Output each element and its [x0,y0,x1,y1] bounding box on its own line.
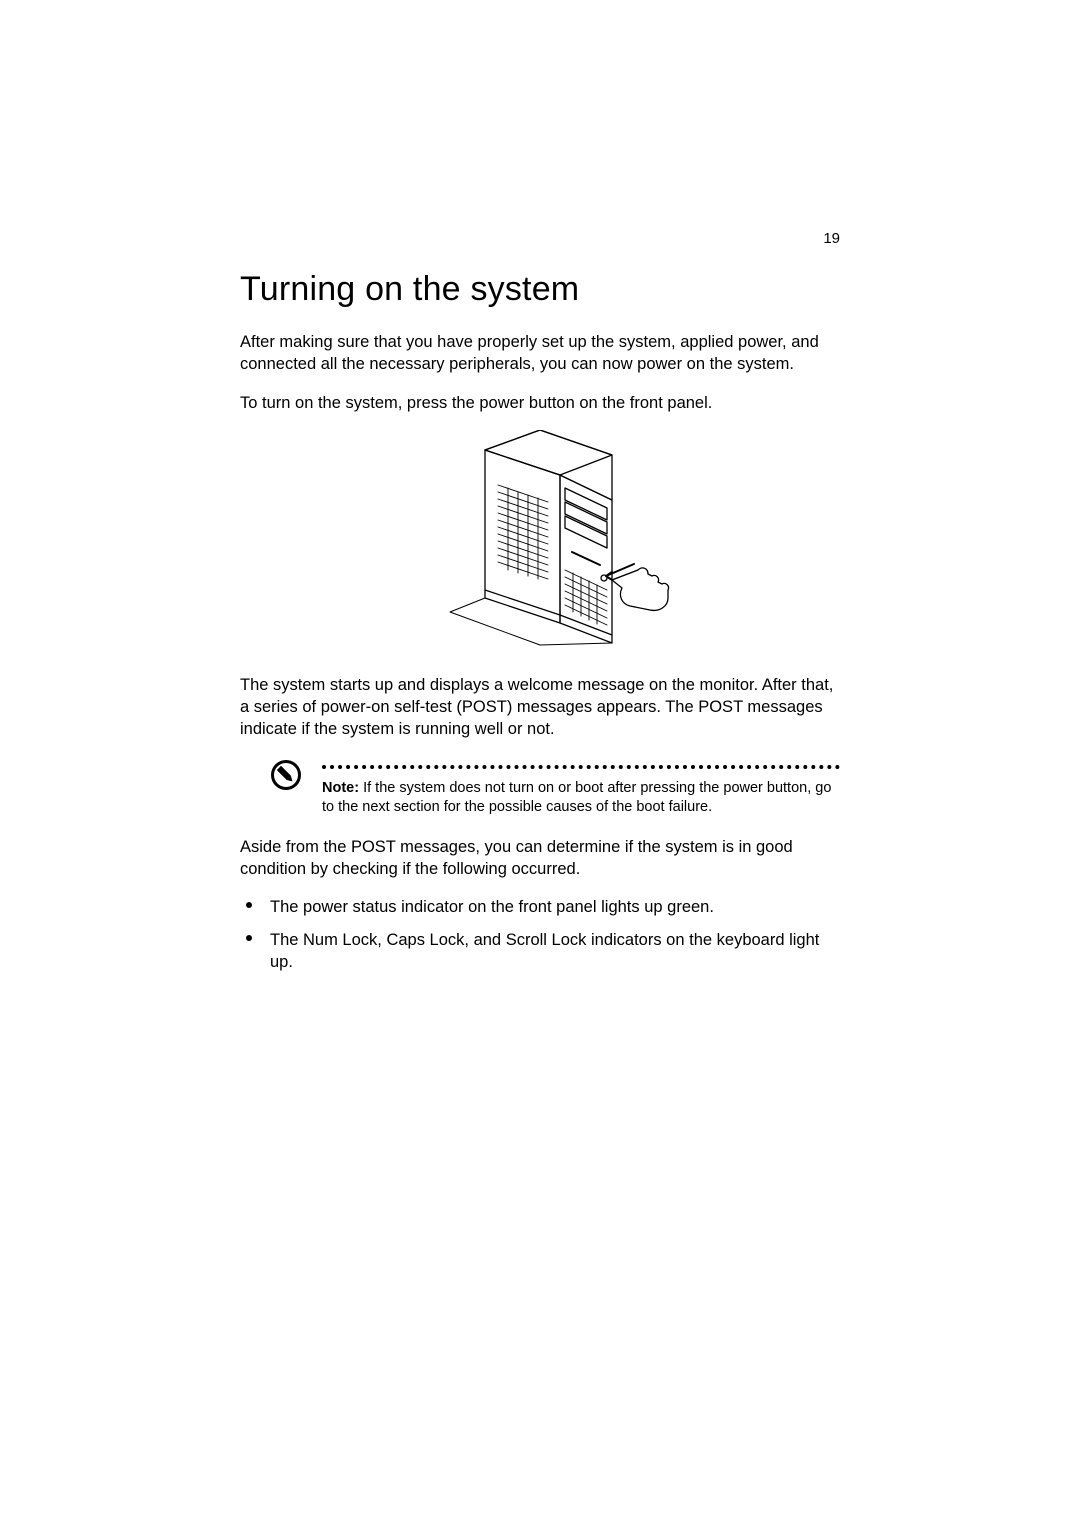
list-item-text: The power status indicator on the front … [270,898,714,916]
note-block: Note: If the system does not turn on or … [240,757,840,818]
post-paragraph: The system starts up and displays a welc… [240,674,840,741]
list-item: The Num Lock, Caps Lock, and Scroll Lock… [270,929,840,974]
tower-illustration-svg [390,430,690,650]
intro-paragraph-1: After making sure that you have properly… [240,331,840,376]
tower-power-button-figure [240,430,840,650]
note-pencil-icon [270,759,306,796]
page-number: 19 [823,230,840,247]
list-item: The power status indicator on the front … [270,896,840,918]
manual-page: 19 Turning on the system After making su… [240,230,840,983]
checklist: The power status indicator on the front … [240,896,840,973]
note-body: Note: If the system does not turn on or … [306,757,840,818]
list-item-text: The Num Lock, Caps Lock, and Scroll Lock… [270,931,819,971]
intro-paragraph-2: To turn on the system, press the power b… [240,392,840,414]
note-dotted-rule [322,765,840,769]
checklist-intro: Aside from the POST messages, you can de… [240,836,840,881]
page-heading: Turning on the system [240,270,840,309]
note-label: Note: [322,780,359,796]
bullet-icon [246,902,252,908]
bullet-icon [246,935,252,941]
note-text: Note: If the system does not turn on or … [322,779,840,818]
note-content: If the system does not turn on or boot a… [322,780,831,816]
